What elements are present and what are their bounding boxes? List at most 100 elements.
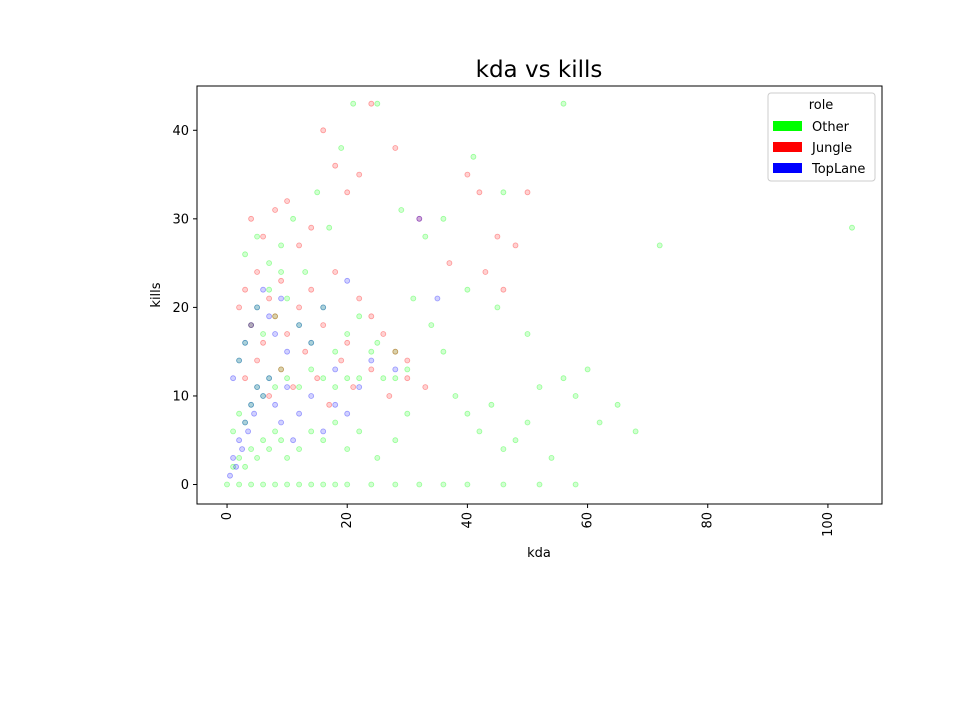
x-axis-label: kda: [527, 546, 551, 561]
data-point: [404, 375, 411, 382]
data-point: [248, 446, 255, 453]
data-point: [296, 322, 303, 329]
data-point: [356, 428, 363, 435]
data-point: [410, 295, 417, 302]
data-point: [572, 481, 579, 488]
data-point: [524, 331, 531, 337]
data-point: [272, 428, 279, 435]
data-point: [368, 348, 375, 355]
data-point: [512, 437, 519, 444]
data-point: [344, 189, 351, 196]
x-axis-ticks: 0 20 40 60 80 100: [220, 504, 836, 537]
data-point: [350, 384, 357, 391]
data-point: [326, 224, 333, 231]
data-point: [296, 242, 303, 249]
data-point: [320, 322, 327, 329]
data-point: [260, 233, 267, 240]
data-point: [227, 472, 233, 479]
data-point: [344, 331, 351, 337]
data-point: [242, 419, 249, 426]
data-point: [356, 171, 363, 178]
data-point: [416, 215, 423, 222]
data-point: [242, 339, 249, 346]
data-point: [356, 384, 363, 391]
data-point: [494, 304, 501, 311]
data-point: [236, 437, 243, 444]
data-point: [278, 242, 285, 249]
data-point: [338, 357, 345, 364]
legend-swatch: [773, 121, 802, 131]
data-point: [278, 437, 285, 444]
data-point: [230, 454, 237, 461]
data-point: [332, 419, 339, 426]
data-point: [230, 428, 237, 435]
data-point: [368, 357, 375, 364]
data-point: [248, 401, 255, 408]
data-point: [356, 375, 363, 382]
data-point: [242, 339, 249, 346]
data-point: [236, 410, 243, 417]
data-point: [386, 393, 393, 399]
data-point: [350, 100, 357, 107]
data-point: [266, 260, 273, 267]
data-point: [374, 454, 381, 461]
data-point: [422, 384, 429, 391]
data-point: [230, 375, 237, 382]
data-point: [296, 384, 303, 391]
data-point: [302, 348, 309, 355]
data-point: [392, 348, 399, 355]
data-point: [260, 437, 267, 444]
legend-title: role: [809, 98, 834, 113]
data-point: [284, 295, 291, 302]
x-tick-label: 0: [220, 512, 235, 520]
data-point: [245, 428, 252, 435]
data-point: [302, 269, 309, 275]
data-point: [314, 375, 321, 382]
data-point: [260, 481, 267, 488]
data-point: [284, 384, 291, 391]
data-point: [284, 348, 291, 355]
data-point: [500, 446, 507, 453]
data-point: [254, 454, 261, 461]
data-point: [416, 215, 423, 222]
series-jungle: [236, 100, 531, 408]
data-point: [320, 304, 327, 311]
data-point: [482, 269, 489, 275]
data-point: [308, 224, 315, 231]
x-tick-label: 20: [340, 512, 355, 529]
data-point: [224, 481, 230, 488]
data-point: [284, 375, 291, 382]
data-point: [440, 481, 447, 488]
legend-swatch: [773, 142, 802, 152]
data-point: [488, 401, 495, 408]
data-point: [254, 304, 261, 311]
data-point: [572, 393, 579, 399]
legend-frame: [767, 92, 876, 182]
data-point: [272, 207, 279, 213]
legend-label: TopLane: [811, 162, 865, 177]
data-point: [290, 215, 297, 222]
data-point: [296, 322, 303, 329]
data-point: [266, 393, 273, 399]
data-point: [392, 437, 399, 444]
data-point: [338, 145, 345, 151]
data-point: [332, 162, 339, 169]
data-point: [584, 366, 591, 373]
data-point: [476, 189, 483, 196]
data-point: [260, 393, 267, 399]
data-point: [500, 189, 507, 196]
data-point: [560, 100, 567, 107]
plot-frame: [196, 85, 883, 505]
data-point: [266, 295, 273, 302]
x-tick-label: 40: [460, 512, 475, 529]
data-point: [242, 463, 249, 470]
data-point: [320, 127, 327, 134]
data-point: [320, 304, 327, 311]
data-point: [494, 233, 501, 240]
data-point: [296, 481, 303, 488]
data-point: [272, 384, 279, 391]
data-point: [332, 481, 339, 488]
data-point: [266, 375, 273, 382]
data-point: [242, 375, 249, 382]
data-point: [332, 384, 339, 391]
